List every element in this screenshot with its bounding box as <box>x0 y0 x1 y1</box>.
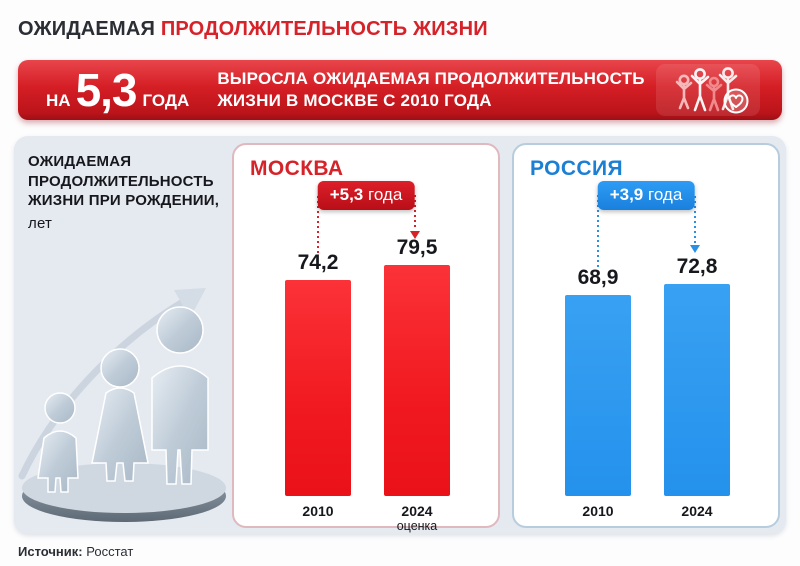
moscow-delta-value: +5,3 <box>329 185 364 204</box>
page-title-black: ОЖИДАЕМАЯ <box>18 18 156 40</box>
axis-description-line2: ПРОДОЛЖИТЕЛЬНОСТЬ <box>28 172 214 190</box>
russia-category-2024: 2024 <box>681 503 713 519</box>
moscow-panel: МОСКВА +5,3 года 74,2 79,5 2010 2024 оцен… <box>232 143 500 533</box>
page-title-red: ПРОДОЛЖИТЕЛЬНОСТЬ ЖИЗНИ <box>160 18 488 40</box>
russia-value-2010: 68,9 <box>577 266 619 289</box>
moscow-delta-badge: +5,3 года <box>317 181 415 210</box>
moscow-bar-2024 <box>384 265 450 496</box>
russia-panel-title: РОССИЯ <box>530 157 623 180</box>
banner-line2: ЖИЗНИ В МОСКВЕ С 2010 ГОДА <box>217 91 492 110</box>
axis-description: ОЖИДАЕМАЯ ПРОДОЛЖИТЕЛЬНОСТЬ ЖИЗНИ ПРИ РО… <box>28 152 223 233</box>
russia-bar-group-2024: 72,8 <box>664 255 730 496</box>
family-with-heart-icon <box>656 64 760 116</box>
moscow-bar-2010 <box>285 280 351 496</box>
banner-line1: ВЫРОСЛА ОЖИДАЕМАЯ ПРОДОЛЖИТЕЛЬНОСТЬ <box>217 68 645 88</box>
banner-prefix: НА <box>46 91 71 110</box>
heart-icon <box>723 88 749 114</box>
woman-figure <box>91 348 149 482</box>
moscow-category-2010: 2010 <box>302 503 334 519</box>
moscow-bar-group-2024: 79,5 <box>384 236 450 496</box>
moscow-panel-title: МОСКВА <box>250 157 344 180</box>
russia-bar-2024 <box>664 284 730 496</box>
russia-value-2024: 72,8 <box>676 255 718 278</box>
russia-category-2010: 2010 <box>582 503 614 519</box>
banner-text: ВЫРОСЛА ОЖИДАЕМАЯ ПРОДОЛЖИТЕЛЬНОСТЬ ЖИЗН… <box>217 68 644 112</box>
moscow-delta-unit: года <box>368 185 403 204</box>
family-growth-illustration <box>18 288 226 522</box>
russia-delta-unit: года <box>648 185 683 204</box>
axis-description-line1: ОЖИДАЕМАЯ <box>28 153 132 170</box>
source-note: Источник: Росстат <box>18 544 133 559</box>
axis-unit: лет <box>28 214 53 232</box>
russia-delta-badge: +3,9 года <box>597 181 695 210</box>
moscow-bar-group-2010: 74,2 <box>285 251 351 496</box>
russia-bar-2010 <box>565 295 631 496</box>
headline-banner: НА 5,3 ГОДА ВЫРОСЛА ОЖИДАЕМАЯ ПРОДОЛЖИТЕ… <box>18 60 782 120</box>
russia-delta-value: +3,9 <box>609 185 644 204</box>
moscow-value-2024: 79,5 <box>396 236 438 259</box>
man-figure <box>151 306 209 485</box>
axis-description-line3: ЖИЗНИ ПРИ РОЖДЕНИИ, <box>28 192 220 209</box>
banner-suffix: ГОДА <box>142 91 190 110</box>
growth-arrow-icon <box>18 288 206 480</box>
moscow-value-2010: 74,2 <box>297 251 339 274</box>
page-title: ОЖИДАЕМАЯ ПРОДОЛЖИТЕЛЬНОСТЬ ЖИЗНИ <box>18 18 488 41</box>
russia-bar-group-2010: 68,9 <box>565 266 631 496</box>
moscow-category-2024: 2024 оценка <box>384 503 450 533</box>
banner-key-figure: НА 5,3 ГОДА <box>18 67 189 113</box>
family-figures-icon <box>675 67 749 114</box>
child-figure <box>37 392 79 493</box>
source-label: Источник: <box>18 544 83 559</box>
banner-big-number: 5,3 <box>75 64 138 116</box>
source-value: Росстат <box>86 544 134 559</box>
russia-panel: РОССИЯ +3,9 года 68,9 72,8 2010 2024 <box>512 143 780 528</box>
moscow-category-note-2024: оценка <box>396 519 438 534</box>
